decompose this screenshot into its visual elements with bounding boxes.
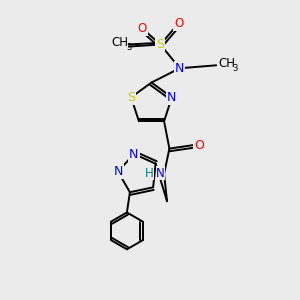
Text: N: N (156, 167, 165, 180)
Text: O: O (194, 139, 204, 152)
Text: N: N (129, 148, 139, 160)
Text: S: S (156, 38, 164, 51)
Text: CH: CH (218, 57, 235, 70)
Text: CH: CH (111, 37, 128, 50)
Text: S: S (127, 91, 135, 104)
Text: 3: 3 (127, 43, 132, 52)
Text: O: O (174, 16, 184, 30)
Text: N: N (167, 91, 176, 104)
Text: H: H (145, 167, 154, 180)
Text: O: O (137, 22, 147, 34)
Text: N: N (175, 62, 184, 75)
Text: N: N (113, 165, 123, 178)
Text: 3: 3 (232, 64, 238, 74)
